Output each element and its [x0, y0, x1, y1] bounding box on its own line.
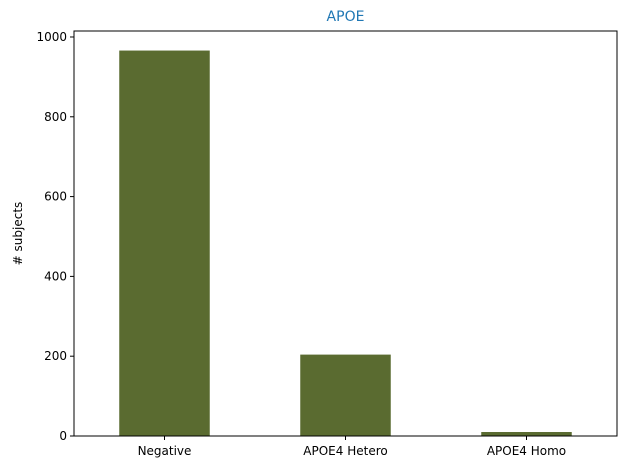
- y-tick-label: 200: [44, 349, 67, 363]
- x-tick-label: Negative: [138, 444, 192, 458]
- y-tick-label: 800: [44, 110, 67, 124]
- y-tick-label: 400: [44, 269, 67, 283]
- chart-title: APOE: [327, 9, 365, 25]
- bar-negative: [119, 50, 210, 436]
- bar-apoe4-hetero: [300, 354, 391, 436]
- x-tick-label: APOE4 Homo: [487, 444, 566, 458]
- y-tick-label: 0: [59, 429, 67, 443]
- plot-frame: [73, 30, 618, 437]
- bars-group: [119, 50, 572, 436]
- y-axis-label: # subjects: [11, 202, 25, 266]
- y-axis-ticks: 0 200 400 600 800 1000: [36, 30, 74, 443]
- y-tick-label: 600: [44, 190, 67, 204]
- y-tick-label: 1000: [36, 30, 67, 44]
- x-axis-ticks: Negative APOE4 Hetero APOE4 Homo: [138, 436, 566, 458]
- bar-apoe4-homo: [481, 432, 572, 436]
- x-tick-label: APOE4 Hetero: [303, 444, 387, 458]
